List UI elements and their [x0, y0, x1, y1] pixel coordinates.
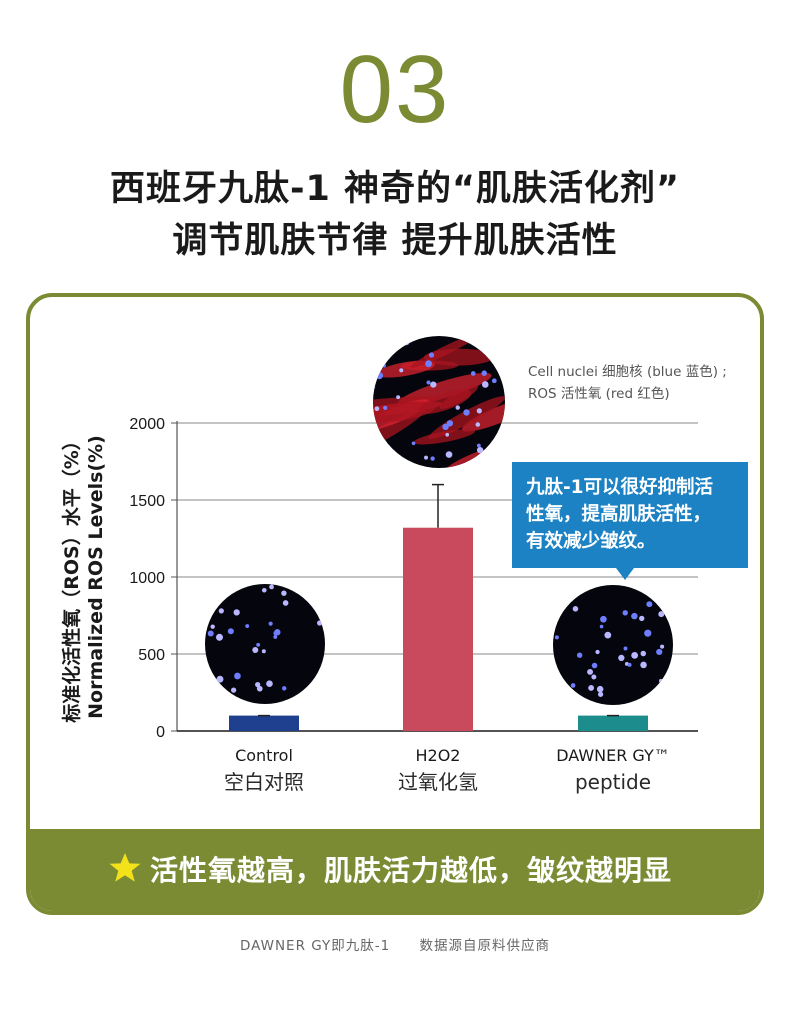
star-icon	[109, 853, 141, 882]
control-micrograph	[205, 584, 325, 704]
x-label-cn-2: peptide	[575, 770, 651, 794]
y-tick-label-500: 500	[138, 647, 165, 664]
callout-pointer	[616, 568, 634, 580]
footer-band: 活性氧越高，肌肤活力越低，皱纹越明显	[30, 829, 760, 911]
page-title-line1: 西班牙九肽-1 神奇的“肌肤活化剂”	[109, 169, 681, 209]
chart-panel: 0 500 1000 1500 2000 标准化活性氧（ROS）水平（%） Normaliz…	[26, 293, 764, 915]
source-left: DAWNER GY即九肽-1	[239, 938, 391, 954]
source-right: 数据源自原料供应商	[419, 938, 551, 954]
callout-line-1: 九肽-1可以很好抑制活	[526, 477, 714, 498]
y-tick-label-1500: 1500	[129, 493, 165, 510]
bar-2	[578, 715, 648, 731]
source-note: DAWNER GY即九肽-1 数据源自原料供应商	[0, 934, 790, 954]
callout-line-3: 有效减少皱纹。	[526, 531, 656, 552]
legend-line-ros: ROS 活性氧 (red 红色)	[528, 386, 670, 402]
page-title-line2: 调节肌肤节律 提升肌肤活性	[172, 221, 618, 261]
bar-1	[403, 527, 473, 731]
peptide-micrograph-cells	[554, 591, 665, 705]
legend-line-nuclei: Cell nuclei 细胞核 (blue 蓝色) ;	[528, 364, 727, 380]
x-label-cn-0: 空白对照	[224, 770, 304, 794]
x-label-en-1: H2O2	[416, 746, 461, 765]
x-label-en-2: DAWNER GY™	[556, 746, 670, 765]
y-axis-title-cn: 标准化活性氧（ROS）水平（%）	[60, 431, 83, 723]
bar-0	[229, 715, 299, 731]
footer-note: 活性氧越高，肌肤活力越低，皱纹越明显	[150, 854, 673, 887]
y-tick-label-2000: 2000	[129, 416, 165, 433]
y-tick-label-1000: 1000	[129, 570, 165, 587]
section-number: 03	[339, 36, 451, 143]
peptide-micrograph	[553, 585, 673, 705]
x-label-cn-1: 过氧化氢	[398, 770, 478, 794]
ros-bar-chart: 0 500 1000 1500 2000 标准化活性氧（ROS）水平（%） Normaliz…	[60, 336, 698, 794]
y-axis-title-en: Normalized ROS Levels(%)	[85, 435, 107, 719]
y-tick-label-0: 0	[156, 724, 165, 741]
callout-box: 九肽-1可以很好抑制活 性氧，提高肌肤活性， 有效减少皱纹。	[512, 462, 748, 568]
callout-line-2: 性氧，提高肌肤活性，	[526, 504, 712, 525]
legend: Cell nuclei 细胞核 (blue 蓝色) ; ROS 活性氧 (red…	[528, 361, 727, 405]
x-label-en-0: Control	[235, 746, 293, 765]
